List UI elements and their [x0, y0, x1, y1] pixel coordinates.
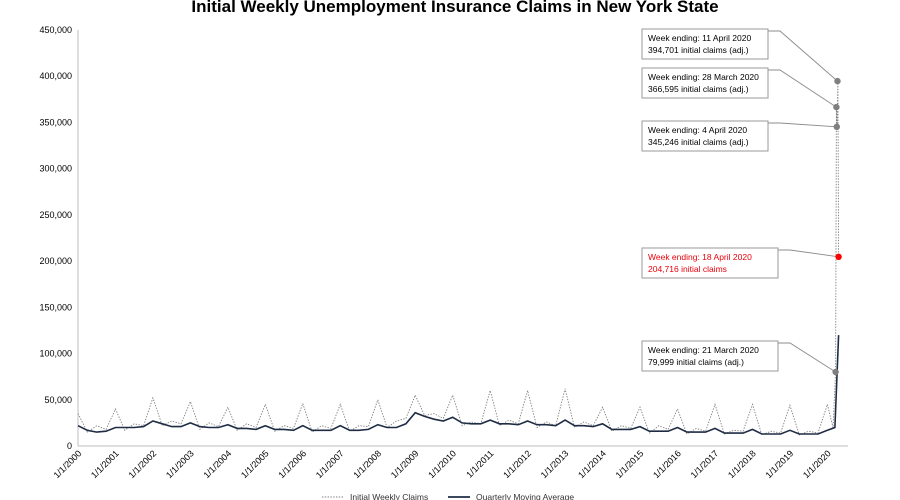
x-tick-label: 1/1/2014	[576, 448, 608, 480]
annotation-box	[641, 28, 769, 60]
y-tick-label: 0	[67, 441, 72, 451]
y-tick-label: 50,000	[44, 395, 72, 405]
legend: Initial Weekly Claims Quarterly Moving Av…	[322, 492, 574, 500]
annotation-box	[641, 247, 779, 279]
x-tick-label: 1/1/2017	[689, 448, 721, 480]
annotation-line1: Week ending: 18 April 2020	[648, 252, 752, 262]
annotation-line2: 345,246 initial claims (adj.)	[648, 137, 749, 147]
y-tick-label: 100,000	[39, 349, 72, 359]
y-axis: 0 50,000 100,000 150,000 200,000 250,000 300,0…	[39, 25, 79, 451]
x-tick-label: 1/1/2003	[164, 448, 196, 480]
legend-label-weekly: Initial Weekly Claims	[350, 492, 428, 500]
y-tick-label: 350,000	[39, 117, 72, 127]
x-tick-label: 1/1/2011	[464, 448, 495, 479]
x-tick-label: 1/1/2005	[239, 448, 271, 480]
x-tick-label: 1/1/2001	[89, 448, 121, 480]
y-tick-label: 250,000	[39, 210, 72, 220]
annotation-line2: 79,999 initial claims (adj.)	[648, 357, 744, 367]
annotation-line1: Week ending: 11 April 2020	[648, 33, 751, 43]
annotation-marker	[833, 103, 840, 111]
annotation-line2: 394,701 initial claims (adj.)	[648, 45, 749, 55]
x-tick-label: 1/1/2016	[651, 448, 683, 480]
annotation-line1: Week ending: 28 March 2020	[648, 72, 759, 82]
x-tick-label: 1/1/2000	[52, 448, 84, 480]
annotation: Week ending: 28 March 2020 366,595 initia…	[641, 67, 840, 111]
annotation: Week ending: 21 March 2020 79,999 initial…	[641, 340, 839, 376]
annotation: Week ending: 18 April 2020 204,716 initia…	[641, 247, 842, 279]
annotation-marker	[833, 123, 840, 130]
annotation-leader	[778, 249, 839, 258]
annotation-box	[641, 120, 769, 152]
x-tick-label: 1/1/2018	[726, 448, 758, 480]
x-tick-label: 1/1/2002	[127, 448, 159, 480]
series-layer	[77, 81, 840, 436]
annotation-line1: Week ending: 4 April 2020	[648, 125, 747, 135]
annotation-leader	[778, 342, 836, 373]
x-tick-label: 1/1/2009	[389, 448, 421, 480]
legend-label-average: Quarterly Moving Average	[476, 492, 574, 500]
annotation-leader	[768, 30, 838, 82]
x-tick-label: 1/1/2010	[426, 448, 458, 480]
annotation-line1: Week ending: 21 March 2020	[648, 345, 759, 355]
x-axis: 1/1/2000 1/1/2001 1/1/2002 1/1/2003 1/1/2004…	[52, 445, 848, 480]
chart-title: Initial Weekly Unemployment Insurance Cl…	[191, 0, 718, 16]
annotation-marker	[834, 77, 841, 85]
x-tick-label: 1/1/2007	[314, 448, 346, 480]
annotation: Week ending: 11 April 2020 394,701 initia…	[641, 28, 841, 85]
x-tick-label: 1/1/2015	[614, 448, 646, 480]
y-tick-label: 400,000	[39, 71, 72, 81]
series-line	[77, 335, 840, 435]
x-tick-label: 1/1/2004	[201, 448, 233, 480]
x-tick-label: 1/1/2008	[351, 448, 383, 480]
annotation-box	[641, 340, 779, 372]
annotation-marker	[835, 253, 842, 260]
x-tick-label: 1/1/2006	[276, 448, 308, 480]
y-tick-label: 150,000	[39, 302, 72, 312]
y-tick-label: 300,000	[39, 164, 72, 174]
x-tick-label: 1/1/2019	[763, 448, 795, 480]
y-tick-label: 450,000	[39, 25, 72, 35]
annotation-line2: 204,716 initial claims	[648, 264, 727, 274]
annotation-leader	[768, 122, 837, 128]
annotation-leader	[768, 69, 837, 108]
annotation-box	[641, 67, 769, 99]
x-tick-label: 1/1/2020	[801, 448, 833, 480]
annotation-layer: Week ending: 11 April 2020 394,701 initia…	[641, 28, 842, 376]
annotation: Week ending: 4 April 2020 345,246 initial…	[641, 120, 840, 152]
annotation-line2: 366,595 initial claims (adj.)	[648, 84, 749, 94]
y-tick-label: 200,000	[39, 256, 72, 266]
annotation-marker	[832, 368, 839, 376]
x-tick-label: 1/1/2013	[539, 448, 571, 480]
x-tick-label: 1/1/2012	[501, 448, 533, 480]
